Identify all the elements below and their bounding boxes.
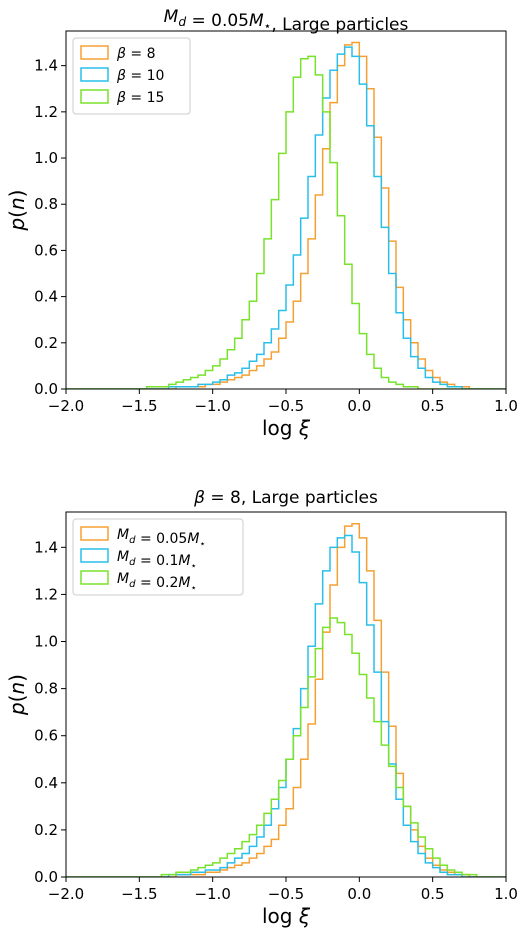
y-tick-label: 1.4 <box>34 57 58 75</box>
x-tick-label: −0.5 <box>268 885 304 903</box>
legend-entry-label: Md = 0.1M⋆ <box>117 549 197 572</box>
legend-box <box>72 518 244 596</box>
x-tick-label: 1.0 <box>494 885 518 903</box>
chart-panel-bottom: −2.0 −1.5 −1.0 −0.5 0.0 0.5 1.0 0.0 0.2 0.4 0.6 0.8… <box>5 488 518 928</box>
x-tick-label: −1.0 <box>194 397 230 415</box>
x-tick-label: −2.0 <box>48 397 84 415</box>
x-tick-label: 0.0 <box>347 397 371 415</box>
legend-entry-label: β = 10 <box>116 68 164 84</box>
legend-swatch <box>80 45 109 60</box>
legend-entry-label: β = 15 <box>116 90 164 106</box>
y-tick-label: 0.4 <box>34 774 58 792</box>
x-tick-label: 1.0 <box>494 397 518 415</box>
x-tick-label: 0.0 <box>347 885 371 903</box>
plot-area <box>66 523 506 877</box>
x-tick-label: −1.0 <box>194 885 230 903</box>
y-axis-label: p(n) <box>5 189 29 231</box>
y-tick-label: 0.4 <box>34 288 58 306</box>
x-axis-label: log ξ <box>262 416 311 440</box>
y-tick-label: 1.2 <box>34 103 58 121</box>
y-tick-label: 1.4 <box>34 538 58 556</box>
legend-box <box>72 37 191 115</box>
y-axis-label: p(n) <box>5 674 29 716</box>
histogram-series-2 <box>66 46 506 389</box>
y-tick-label: 1.0 <box>34 633 58 651</box>
y-tick-label: 0.8 <box>34 680 58 698</box>
legend: β = 8 β = 10 β = 15 <box>72 37 191 115</box>
y-tick-label: 1.0 <box>34 149 58 167</box>
x-tick-label: −1.5 <box>121 397 157 415</box>
y-tick-label: 0.6 <box>34 241 58 259</box>
x-tick-label: 0.5 <box>421 885 445 903</box>
legend-swatch <box>80 548 109 563</box>
chart-panel-top: −2.0 −1.5 −1.0 −0.5 0.0 0.5 1.0 0.0 0.2 0.4 0.6 0.8… <box>5 7 518 440</box>
legend-entry-label: Md = 0.2M⋆ <box>117 571 197 594</box>
y-tick-label: 1.2 <box>34 585 58 603</box>
y-tick-label: 0.6 <box>34 727 58 745</box>
legend-swatch <box>80 67 109 82</box>
x-tick-label: 0.5 <box>421 397 445 415</box>
plot-area <box>66 41 506 389</box>
y-tick-label: 0.8 <box>34 195 58 213</box>
y-tick-label: 0.0 <box>34 380 58 398</box>
y-tick-label: 0.0 <box>34 868 58 886</box>
histogram-series-3 <box>66 55 506 389</box>
legend-entry-label: β = 8 <box>116 46 155 62</box>
legend-entry-label: Md = 0.05M⋆ <box>117 527 206 550</box>
x-tick-label: −1.5 <box>121 885 157 903</box>
x-axis-label: log ξ <box>262 904 311 928</box>
x-tick-label: −2.0 <box>48 885 84 903</box>
y-tick-label: 0.2 <box>34 334 58 352</box>
x-tick-label: −0.5 <box>268 397 304 415</box>
legend-swatch <box>80 526 109 541</box>
chart-title: Md = 0.05M⋆, Large particles <box>164 7 409 35</box>
chart-title: β = 8, Large particles <box>193 488 378 508</box>
legend-swatch <box>80 89 109 104</box>
histogram-series-3 <box>66 617 506 877</box>
legend-swatch <box>80 570 109 585</box>
legend: Md = 0.05M⋆Md = 0.1M⋆Md = 0.2M⋆ <box>72 518 244 596</box>
y-tick-label: 0.2 <box>34 821 58 839</box>
